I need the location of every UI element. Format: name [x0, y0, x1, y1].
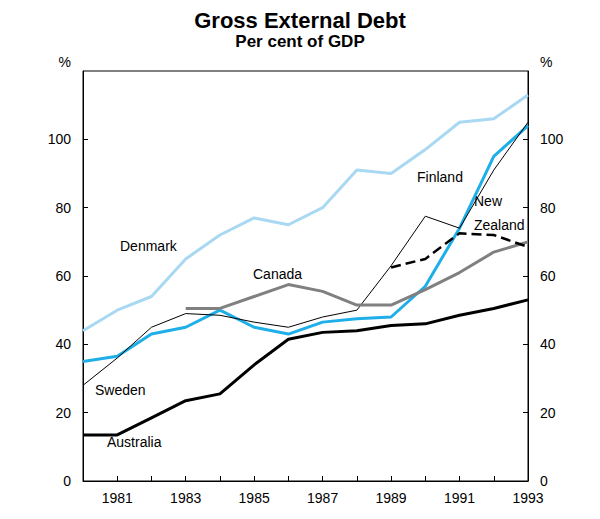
svg-text:80: 80 [540, 200, 556, 216]
svg-text:0: 0 [540, 473, 548, 489]
svg-text:1993: 1993 [512, 490, 543, 506]
svg-text:40: 40 [55, 336, 71, 352]
svg-text:60: 60 [540, 268, 556, 284]
svg-text:1983: 1983 [170, 490, 201, 506]
svg-text:1989: 1989 [375, 490, 406, 506]
svg-text:1985: 1985 [239, 490, 270, 506]
svg-text:Zealand: Zealand [474, 217, 525, 233]
svg-text:Australia: Australia [107, 434, 162, 450]
svg-text:20: 20 [55, 405, 71, 421]
svg-text:1981: 1981 [102, 490, 133, 506]
svg-text:100: 100 [48, 131, 72, 147]
svg-text:60: 60 [55, 268, 71, 284]
svg-text:Sweden: Sweden [95, 382, 146, 398]
svg-text:Denmark: Denmark [120, 238, 178, 254]
svg-text:1987: 1987 [307, 490, 338, 506]
svg-text:Gross External Debt: Gross External Debt [194, 8, 406, 33]
svg-text:100: 100 [540, 131, 564, 147]
svg-text:New: New [474, 193, 502, 209]
svg-text:80: 80 [55, 200, 71, 216]
svg-text:0: 0 [63, 473, 71, 489]
svg-text:20: 20 [540, 405, 556, 421]
svg-text:Finland: Finland [417, 169, 463, 185]
svg-text:1991: 1991 [444, 490, 475, 506]
svg-text:%: % [59, 54, 71, 70]
svg-text:Canada: Canada [253, 266, 302, 282]
svg-text:Per cent of GDP: Per cent of GDP [235, 32, 364, 51]
svg-text:40: 40 [540, 336, 556, 352]
svg-text:%: % [540, 54, 552, 70]
